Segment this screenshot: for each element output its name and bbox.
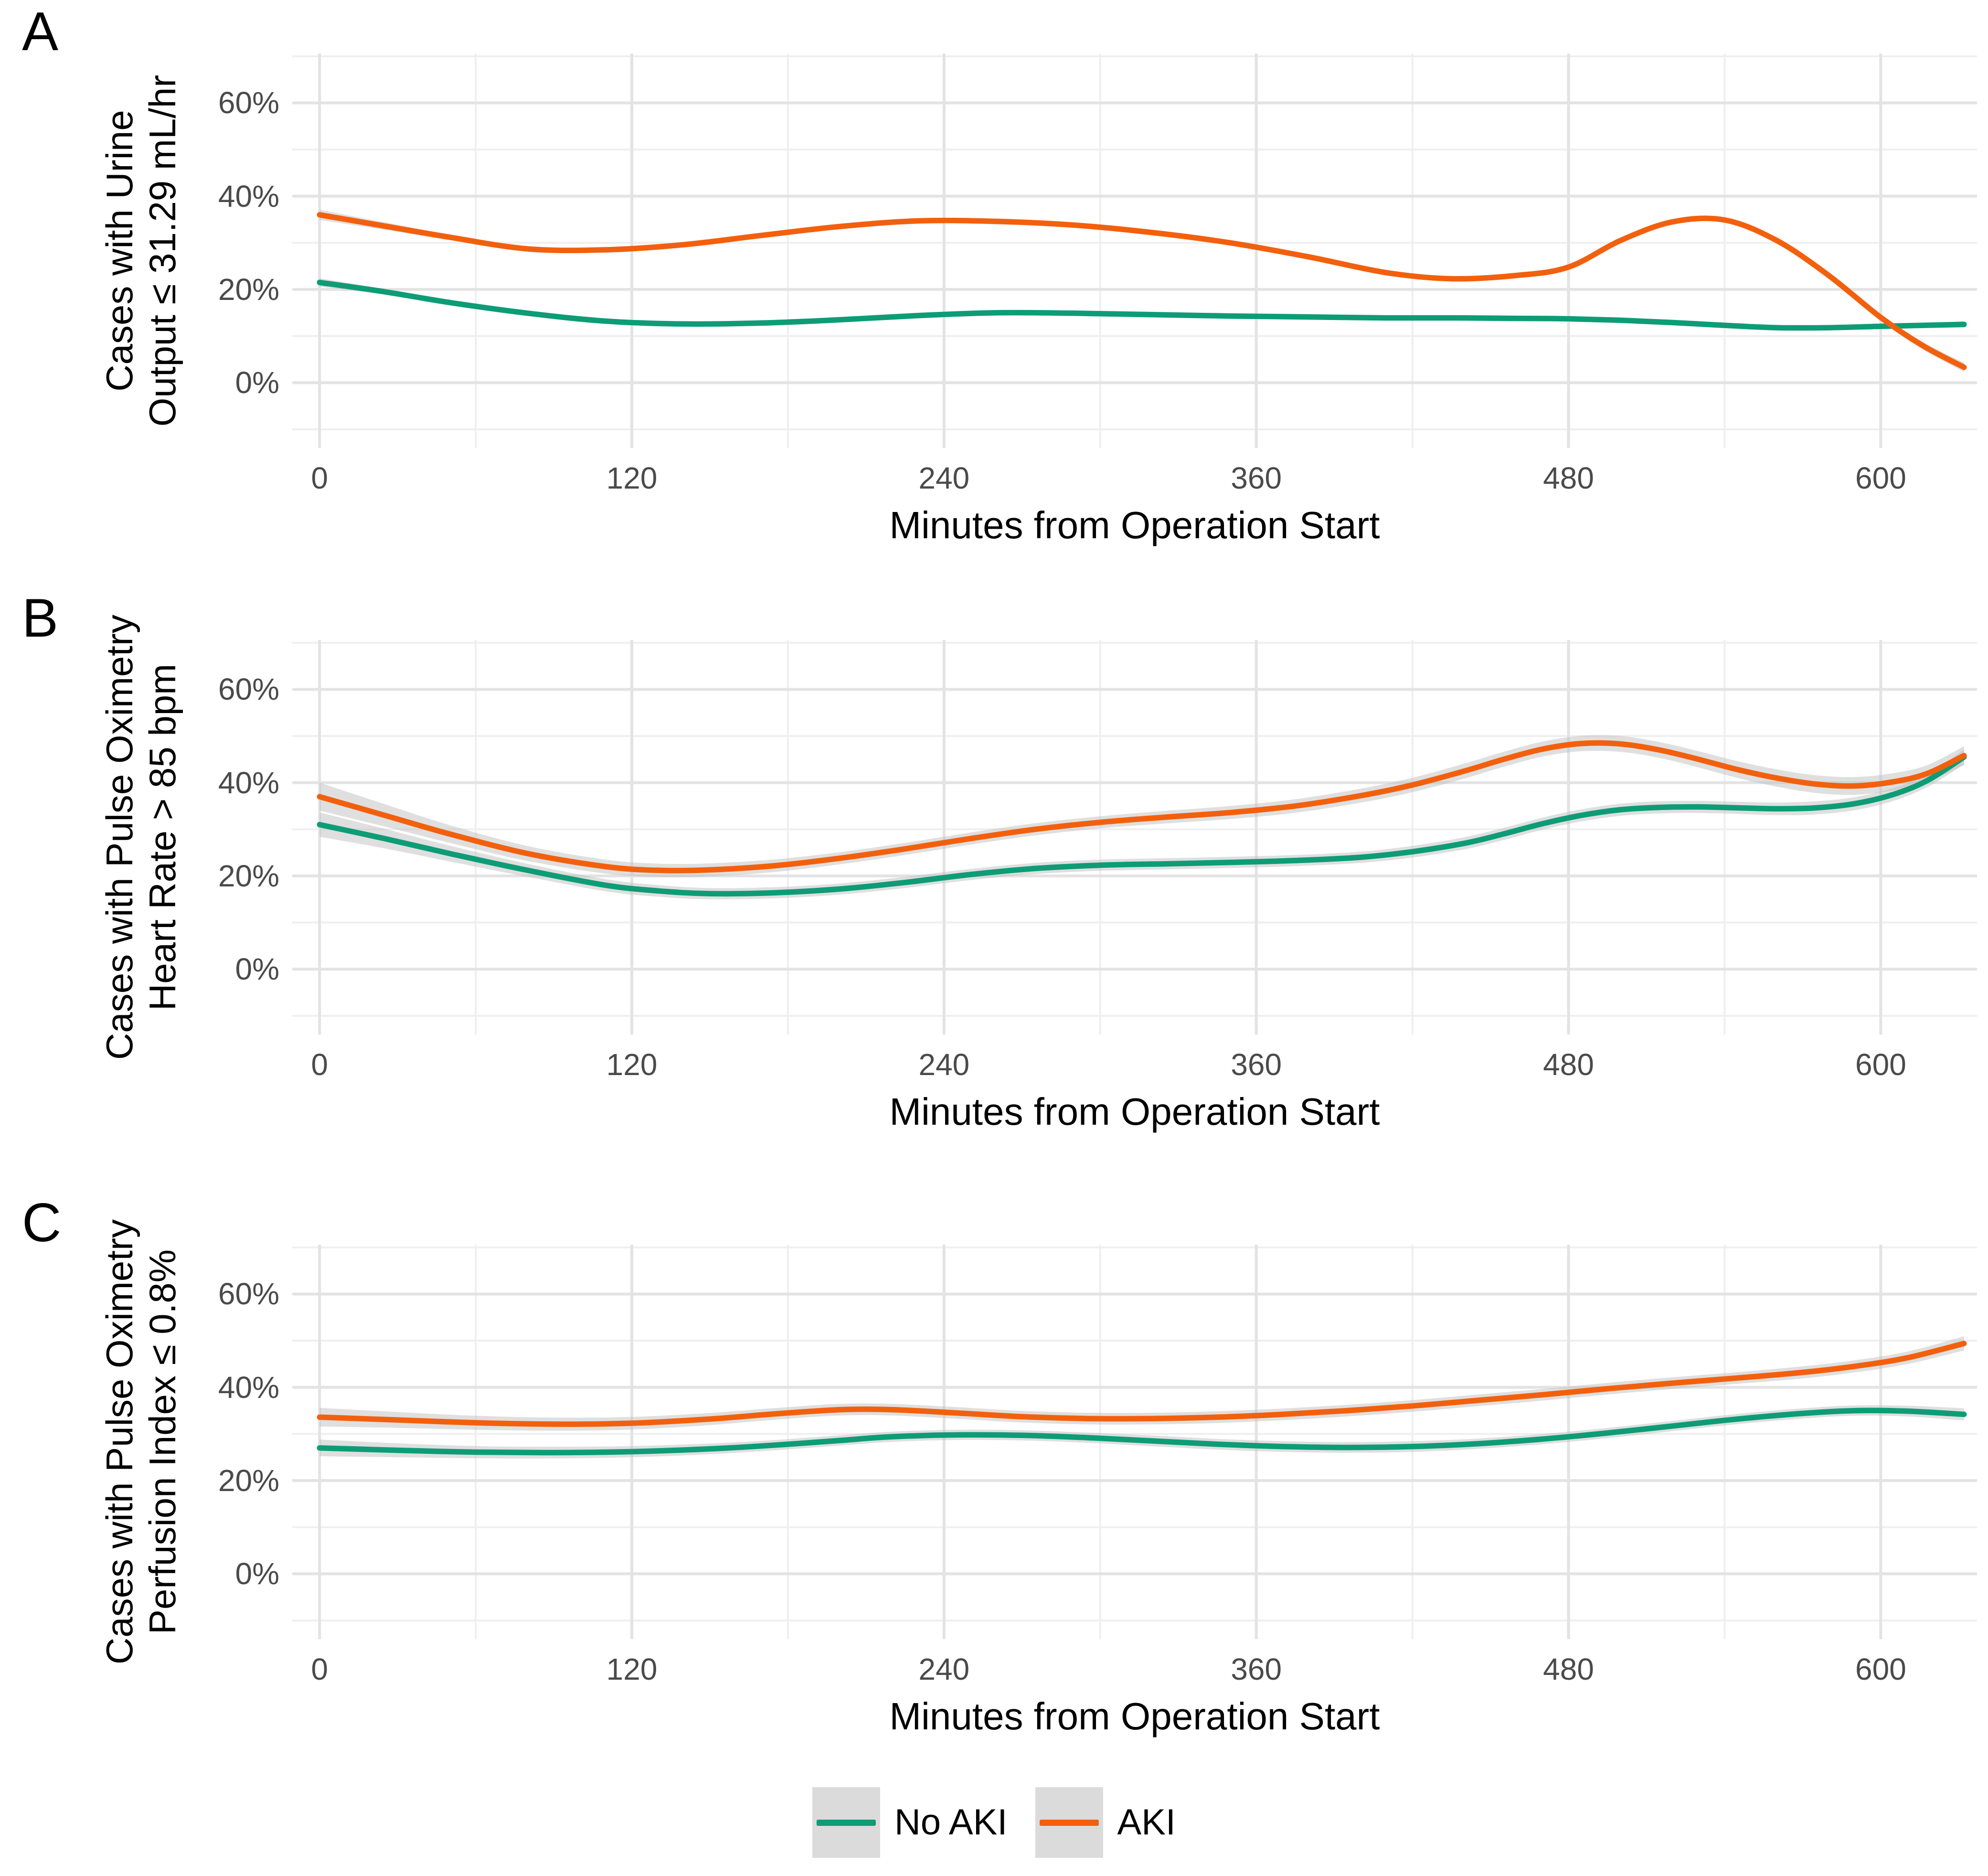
x-tick-label: 120 xyxy=(606,1652,658,1686)
x-tick-label: 240 xyxy=(918,461,970,495)
line-no_aki xyxy=(317,754,1967,897)
x-tick-label: 120 xyxy=(606,461,658,495)
legend-key-no-aki xyxy=(812,1787,880,1858)
x-tick-label: 600 xyxy=(1855,1047,1906,1082)
panel-c-letter: C xyxy=(22,1193,62,1253)
legend: No AKI AKI xyxy=(0,1787,1988,1858)
line-aki xyxy=(317,212,1967,370)
y-tick-label: 20% xyxy=(218,859,279,894)
x-tick-label: 600 xyxy=(1855,461,1906,495)
y-tick-label: 0% xyxy=(235,952,280,987)
y-tick-label: 20% xyxy=(218,1463,279,1498)
legend-key-aki xyxy=(1035,1787,1103,1858)
panel-c-x-axis-title: Minutes from Operation Start xyxy=(889,1695,1380,1737)
line-no_aki xyxy=(317,1407,1967,1456)
y-tick-label: 60% xyxy=(218,85,279,120)
panel-c-plot-area xyxy=(292,1245,1977,1639)
panel-a-x-axis-title: Minutes from Operation Start xyxy=(889,504,1380,546)
legend-item-aki: AKI xyxy=(1035,1787,1176,1858)
x-tick-label: 0 xyxy=(311,1652,328,1686)
panel-a-letter: A xyxy=(22,1,59,62)
line-no_aki xyxy=(317,279,1967,331)
x-tick-label: 480 xyxy=(1543,1652,1594,1686)
aki-line-swatch xyxy=(1039,1819,1099,1826)
x-tick-label: 240 xyxy=(918,1652,970,1686)
panel-c-y-axis-title-line1: Cases with Pulse Oximetry xyxy=(98,1219,140,1664)
x-tick-label: 0 xyxy=(311,461,328,495)
x-tick-label: 240 xyxy=(918,1047,970,1082)
ribbon-no_aki xyxy=(319,749,1964,900)
panel-a-plot-area xyxy=(292,53,1977,448)
x-tick-label: 0 xyxy=(311,1047,328,1082)
y-tick-label: 40% xyxy=(218,765,279,800)
y-tick-label: 40% xyxy=(218,1370,279,1405)
y-tick-label: 60% xyxy=(218,1277,279,1311)
x-tick-label: 480 xyxy=(1543,1047,1594,1082)
legend-label-aki: AKI xyxy=(1117,1802,1176,1843)
line-aki xyxy=(317,740,1967,874)
panel-b-y-axis-title-line1: Cases with Pulse Oximetry xyxy=(98,615,140,1060)
legend-item-no-aki: No AKI xyxy=(812,1787,1008,1858)
y-tick-label: 40% xyxy=(218,179,279,213)
ribbon-no_aki xyxy=(319,278,1964,330)
panel-a-y-axis-title-line1: Cases with Urine xyxy=(98,110,140,392)
x-tick-label: 600 xyxy=(1855,1652,1906,1686)
no-aki-line-swatch xyxy=(816,1819,876,1826)
x-tick-label: 120 xyxy=(606,1047,658,1082)
x-tick-label: 360 xyxy=(1231,1652,1282,1686)
y-tick-label: 0% xyxy=(235,365,280,400)
legend-label-no-aki: No AKI xyxy=(894,1802,1008,1843)
panel-b-letter: B xyxy=(22,588,59,649)
y-tick-label: 60% xyxy=(218,672,279,707)
y-tick-label: 20% xyxy=(218,272,279,307)
panel-b-x-axis-title: Minutes from Operation Start xyxy=(889,1090,1380,1133)
line-aki xyxy=(317,1341,1967,1427)
x-tick-label: 360 xyxy=(1231,461,1282,495)
panel-b-plot-area xyxy=(292,640,1977,1034)
x-tick-label: 360 xyxy=(1231,1047,1282,1082)
y-tick-label: 0% xyxy=(235,1556,280,1591)
x-tick-label: 480 xyxy=(1543,461,1594,495)
